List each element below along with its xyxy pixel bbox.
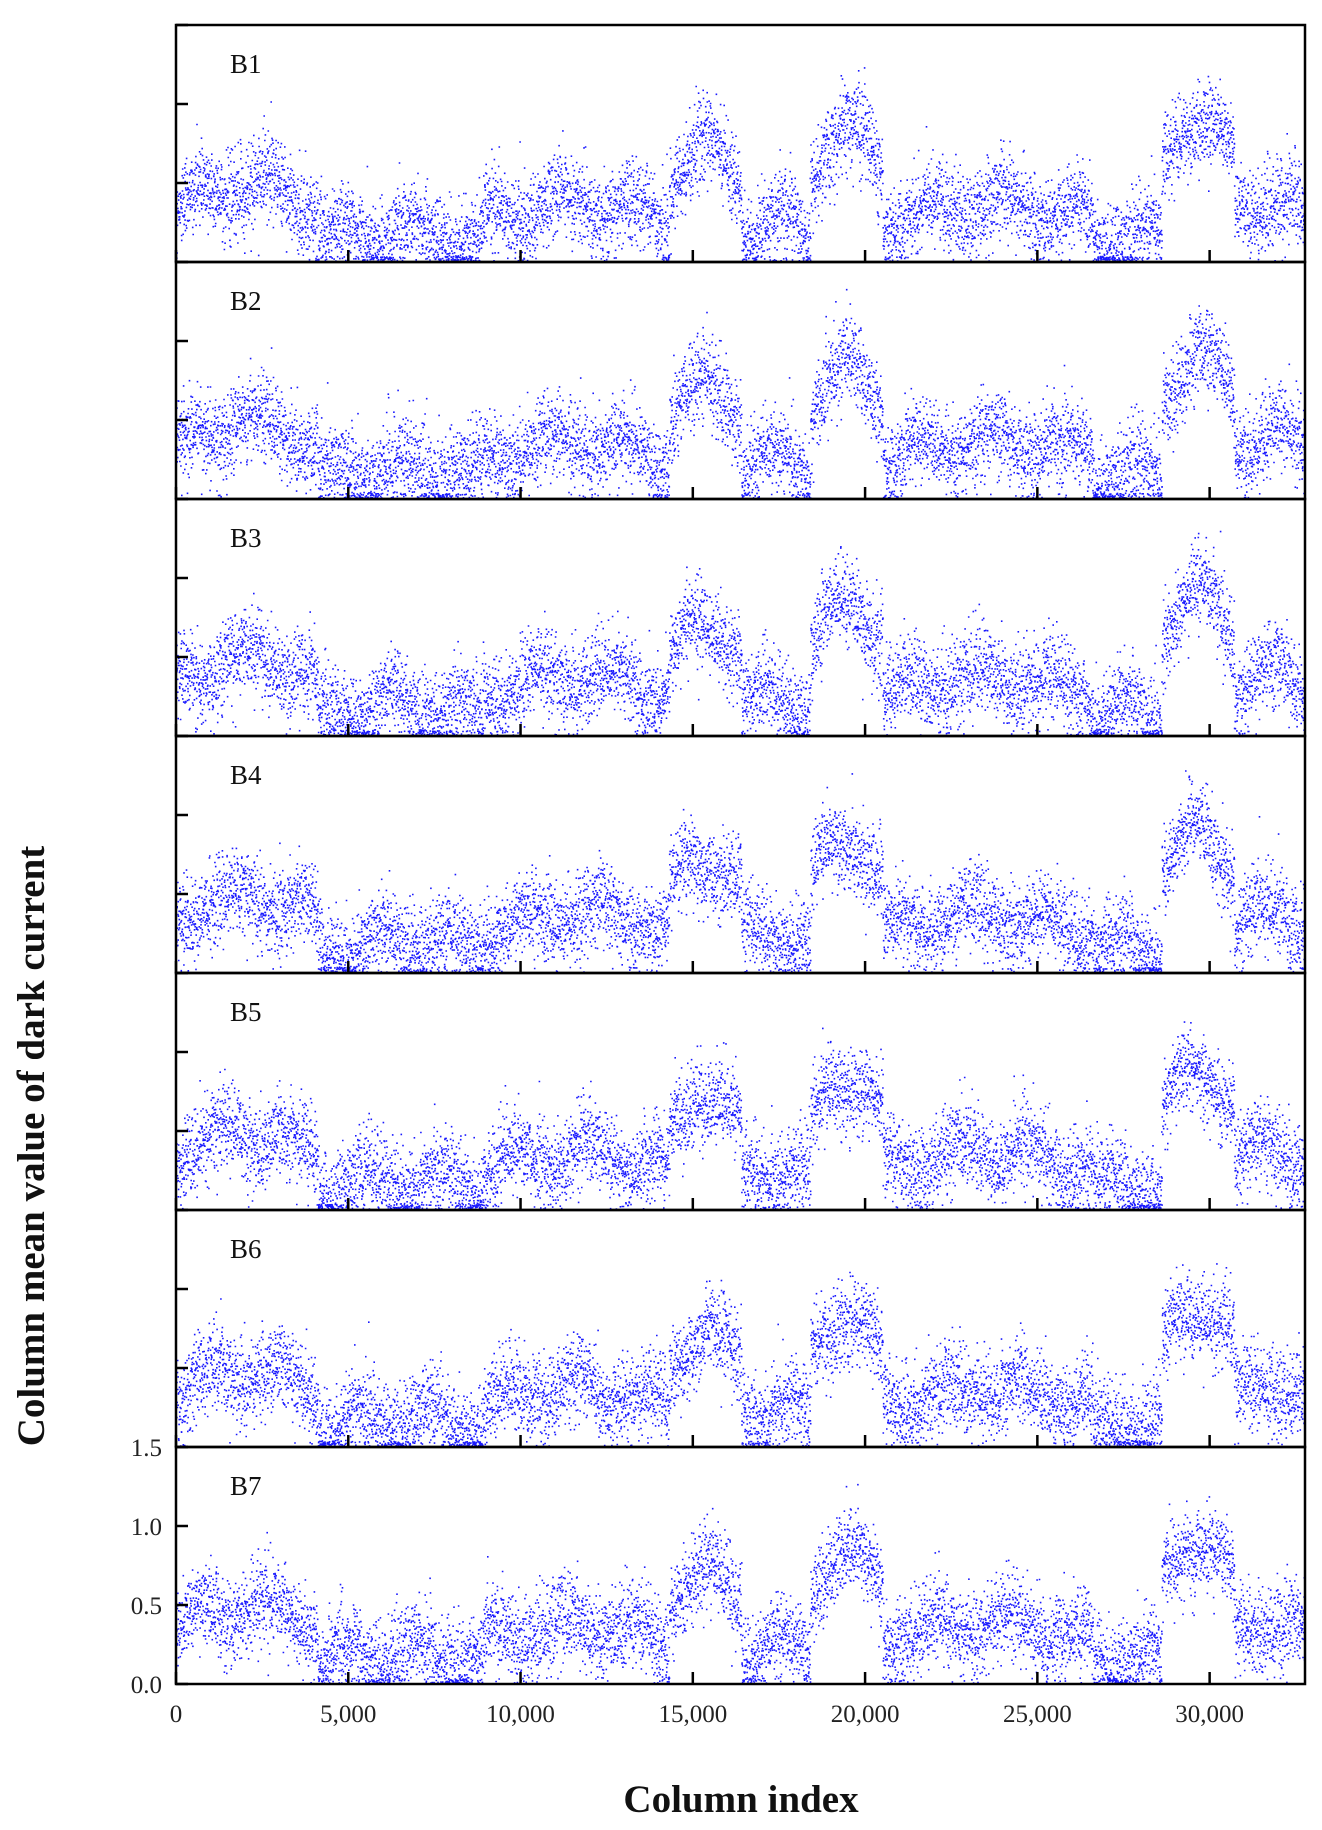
panel-b6: B6 xyxy=(174,1208,1307,1449)
scatter-points-b4 xyxy=(176,770,1305,973)
panel-b3: B3 xyxy=(174,497,1307,738)
scatter-points-b3 xyxy=(176,530,1305,736)
panel-label-b5: B5 xyxy=(230,997,262,1027)
x-tick-label-6: 30,000 xyxy=(1175,1701,1244,1728)
x-axis-title: Column index xyxy=(623,1778,859,1821)
axis-layer: Column index Column mean value of dark c… xyxy=(10,846,859,1821)
scatter-points-b1 xyxy=(176,67,1305,262)
y-tick-label-3: 1.5 xyxy=(131,1435,162,1462)
x-tick-label-4: 20,000 xyxy=(831,1701,900,1728)
panel-b4: B4 xyxy=(174,734,1307,975)
x-tick-label-5: 25,000 xyxy=(1003,1701,1072,1728)
panel-label-b3: B3 xyxy=(230,523,262,553)
scatter-points-b6 xyxy=(176,1263,1305,1447)
x-tick-label-0: 0 xyxy=(170,1701,183,1728)
x-tick-label-3: 15,000 xyxy=(658,1701,727,1728)
panel-b1: B1 xyxy=(174,23,1307,264)
x-tick-label-2: 10,000 xyxy=(486,1701,555,1728)
panel-b5: B5 xyxy=(174,971,1307,1212)
panels-layer: B1 B2 B3 B4 B5 B6 B7 0.0 0.5 1.0 1.5 0 5,000 10,000 15… xyxy=(131,23,1307,1728)
panel-label-b4: B4 xyxy=(230,760,262,790)
y-tick-label-1: 0.5 xyxy=(131,1593,162,1620)
y-axis-title: Column mean value of dark current xyxy=(10,846,53,1447)
scatter-points-b7 xyxy=(176,1483,1305,1684)
scatter-points-b2 xyxy=(176,288,1305,499)
panel-frame-b7 xyxy=(174,1445,1307,1686)
y-tick-label-2: 1.0 xyxy=(131,1514,162,1541)
x-tick-label-1: 5,000 xyxy=(320,1701,376,1728)
scatter-points-b5 xyxy=(176,1021,1305,1210)
y-tick-label-0: 0.0 xyxy=(131,1672,162,1699)
panel-label-b6: B6 xyxy=(230,1234,262,1264)
panel-label-b7: B7 xyxy=(230,1471,262,1501)
panel-b7: B7 0.0 0.5 1.0 1.5 0 5,000 10,000 15,000 20,000 25… xyxy=(131,1435,1307,1728)
panel-label-b2: B2 xyxy=(230,286,262,316)
panel-label-b1: B1 xyxy=(230,49,262,79)
panel-b2: B2 xyxy=(174,260,1307,501)
